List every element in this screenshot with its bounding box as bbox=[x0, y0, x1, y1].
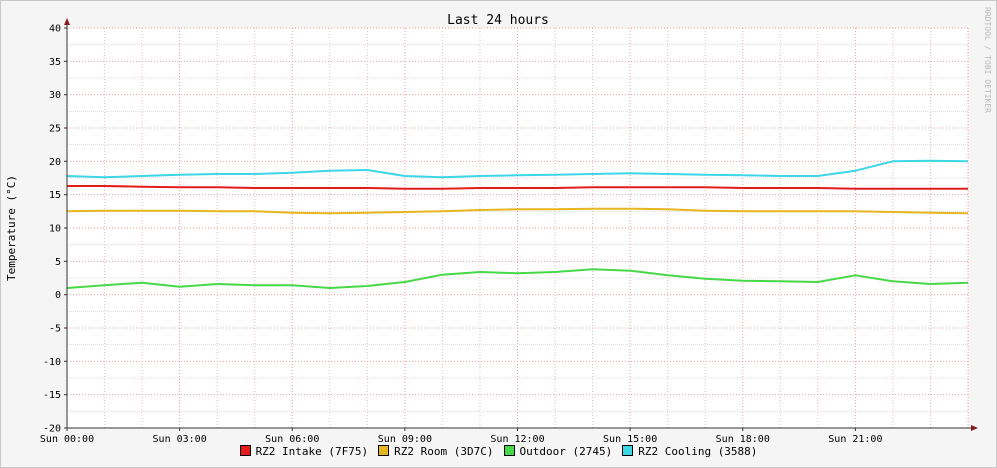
y-axis-arrow bbox=[64, 18, 70, 25]
legend-label: RZ2 Cooling (3588) bbox=[638, 445, 758, 458]
y-tick-label: 10 bbox=[49, 224, 61, 235]
x-axis-arrow bbox=[971, 425, 978, 431]
y-tick-label: 25 bbox=[49, 124, 61, 135]
y-tick-label: 30 bbox=[49, 90, 61, 101]
legend-label: RZ2 Intake (7F75) bbox=[255, 445, 369, 458]
x-tick-label: Sun 15:00 bbox=[603, 434, 657, 445]
legend-item: RZ2 Room (3D7C) bbox=[378, 445, 494, 458]
legend-label: Outdoor (2745) bbox=[519, 445, 613, 458]
series-layer bbox=[66, 159, 969, 289]
x-tick-labels: Sun 00:00 Sun 03:00 Sun 06:00 Sun 09:00 Sun … bbox=[40, 428, 882, 445]
legend-label: RZ2 Room (3D7C) bbox=[394, 445, 494, 458]
y-tick-label: -10 bbox=[43, 357, 61, 368]
x-tick-label: Sun 18:00 bbox=[716, 434, 770, 445]
series-line bbox=[66, 207, 969, 215]
series-line bbox=[67, 185, 968, 190]
y-tick-label: 15 bbox=[49, 190, 61, 201]
x-tick-label: Sun 09:00 bbox=[378, 434, 432, 445]
x-tick-label: Sun 21:00 bbox=[828, 434, 882, 445]
x-tick-label: Sun 12:00 bbox=[490, 434, 544, 445]
chart-title: Last 24 hours bbox=[447, 13, 549, 28]
x-tick-label: Sun 03:00 bbox=[153, 434, 207, 445]
x-tick-label: Sun 06:00 bbox=[265, 434, 319, 445]
y-tick-label: -20 bbox=[43, 424, 61, 435]
y-tick-labels: 40 35 30 25 20 15 10 5 0 -5 -10 -15 -20 bbox=[43, 24, 67, 435]
legend: RZ2 Intake (7F75) RZ2 Room (3D7C) Outdoor … bbox=[0, 445, 997, 458]
y-tick-label: 35 bbox=[49, 57, 61, 68]
x-tick-label: Sun 00:00 bbox=[40, 434, 94, 445]
series-line bbox=[66, 159, 969, 179]
legend-item: RZ2 Intake (7F75) bbox=[239, 445, 369, 458]
legend-swatch bbox=[239, 445, 251, 456]
legend-swatch bbox=[622, 445, 634, 456]
legend-swatch bbox=[503, 445, 515, 456]
y-tick-label: 0 bbox=[55, 290, 61, 301]
legend-item: Outdoor (2745) bbox=[503, 445, 613, 458]
watermark: RRDTOOL / TOBI OETIKER bbox=[983, 7, 992, 113]
y-tick-label: 40 bbox=[49, 24, 61, 35]
y-tick-label: -5 bbox=[49, 324, 61, 335]
axis-layer bbox=[64, 18, 978, 431]
series-line bbox=[66, 268, 969, 289]
y-tick-label: 20 bbox=[49, 157, 61, 168]
legend-swatch bbox=[378, 445, 390, 456]
y-tick-label: -15 bbox=[43, 390, 61, 401]
legend-item: RZ2 Cooling (3588) bbox=[622, 445, 757, 458]
y-tick-label: 5 bbox=[55, 257, 61, 268]
y-axis-label: Temperature (°C) bbox=[5, 175, 18, 281]
